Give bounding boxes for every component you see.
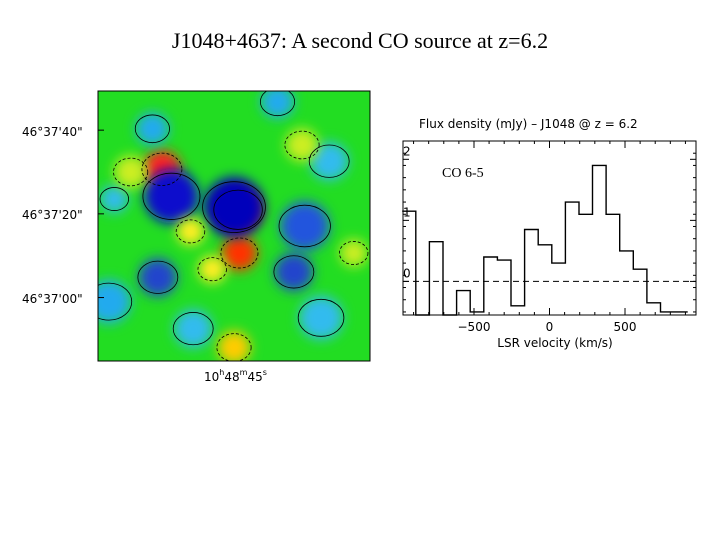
map-xtick-s: s [263,368,267,377]
spectrum-ytick-label-1: 1 [403,205,411,219]
map-blob-9 [136,112,169,146]
map-blob-12 [98,279,131,324]
map-contour-12 [98,282,133,321]
map-blob-20 [285,128,319,162]
map-xtick-m: m [240,368,248,377]
map-blob-15 [100,185,128,213]
map-xtick: 10h48m45s [204,368,267,384]
spectrum-xlabel: LSR velocity (km/s) [497,336,612,350]
map-blob-21 [340,239,368,267]
map-contour-11 [308,144,350,178]
map-contour-17 [197,257,227,282]
map-blob-13 [174,309,213,348]
map-frame [97,90,371,362]
spectrum-annotation: CO 6-5 [442,166,484,181]
map-xtick-minutes: 48 [224,370,239,384]
map-contour-21 [338,241,369,265]
map-contour-4 [142,172,201,220]
map-blob-14 [299,296,343,340]
map-blob-11 [310,142,349,181]
map-ytick-3: 46°37'00" [22,292,83,306]
spectrum-title: Flux density (mJy) – J1048 @ z = 6.2 [419,117,638,131]
map-blob-3 [221,235,258,271]
map-xtick-seconds: 45 [247,370,262,384]
map-contour-13 [172,312,214,346]
map-blob-18 [217,331,251,361]
spectrum-xtick-label-1: 0 [546,320,554,334]
map-blob-8 [274,252,313,291]
map-blob-19 [114,155,147,189]
spectrum-ticks: 0 1 2 −500 0 500 [403,141,696,334]
slide-title: J1048+4637: A second CO source at z=6.2 [171,28,549,53]
map-xtick-h: h [219,368,224,377]
map-contour-10 [259,91,296,117]
map-contour-1 [141,152,183,186]
spectrum-step-line [402,164,688,316]
map-blob-17 [198,255,226,283]
map-contour-9 [134,114,170,144]
map-blob-5 [204,177,264,238]
spectrum-xtick-label-0: −500 [458,320,491,334]
map-contour-14 [297,298,345,337]
map-blob-16 [176,217,205,245]
map-contour-20 [284,130,320,160]
map-contour-5 [202,181,266,233]
map-blob-7 [138,258,177,297]
spectrum-ytick-label-2: 2 [403,144,411,158]
map-contour-16 [175,219,206,244]
map-contour-6 [278,204,331,248]
map-ytick-1: 46°37'40" [22,125,83,139]
map-contour-3 [220,237,259,269]
map-contour-7 [137,260,179,294]
map-contour-19 [113,157,149,187]
spectrum-ytick-label-0: 0 [403,266,411,280]
map-blob-10 [261,91,294,119]
map-contour-8 [273,255,315,289]
map-contour-18 [216,333,252,361]
map-blob-6 [280,201,330,251]
map-contours [98,91,369,361]
spectrum-chart: Flux density (mJy) – J1048 @ z = 6.2 CO … [402,117,697,350]
map-blob-4 [144,169,199,224]
map-xtick-hours: 10 [204,370,219,384]
spectrum-xtick-label-2: 500 [614,320,637,334]
map-contour-2 [213,189,263,230]
map-contour-15 [99,187,130,211]
map-ytick-2: 46°37'20" [22,208,83,222]
